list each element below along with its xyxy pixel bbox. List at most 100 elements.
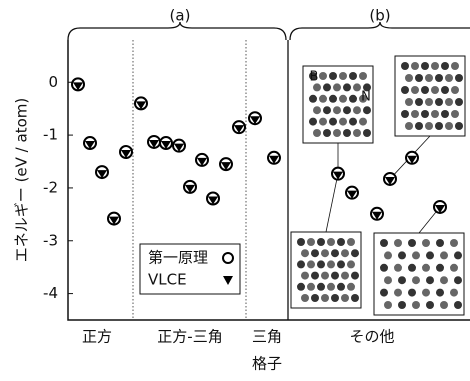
atom xyxy=(333,83,341,91)
atom xyxy=(297,260,305,268)
atom xyxy=(319,118,327,126)
atom xyxy=(297,283,305,291)
atom xyxy=(307,260,315,268)
group-label: 三角 xyxy=(252,328,282,346)
atom xyxy=(441,110,449,118)
atom xyxy=(445,74,453,82)
atom xyxy=(436,289,444,297)
atom xyxy=(435,74,443,82)
atom xyxy=(421,62,429,70)
atom xyxy=(422,239,430,247)
atom xyxy=(333,106,341,114)
atom xyxy=(311,294,319,302)
atom xyxy=(317,260,325,268)
atom xyxy=(425,98,433,106)
atom xyxy=(450,239,458,247)
panel-label: (a) xyxy=(170,7,191,25)
atom xyxy=(301,272,309,280)
connector xyxy=(326,174,338,232)
atom xyxy=(301,249,309,257)
atom xyxy=(415,74,423,82)
atom xyxy=(445,98,453,106)
atom xyxy=(341,249,349,257)
atom xyxy=(347,283,355,291)
atom xyxy=(405,98,413,106)
atom xyxy=(349,95,357,103)
y-tick-label: 0 xyxy=(48,73,58,91)
atom xyxy=(327,283,335,291)
atom xyxy=(451,86,459,94)
atom xyxy=(441,62,449,70)
atom xyxy=(327,260,335,268)
atom xyxy=(454,276,462,284)
legend-label: 第一原理 xyxy=(148,249,208,267)
atom xyxy=(347,260,355,268)
atom xyxy=(401,110,409,118)
atom xyxy=(349,118,357,126)
atom xyxy=(440,251,448,259)
brace xyxy=(290,22,470,40)
atom xyxy=(319,95,327,103)
atom xyxy=(405,122,413,130)
atom xyxy=(301,294,309,302)
atom xyxy=(343,106,351,114)
atom xyxy=(307,283,315,291)
atom xyxy=(412,301,420,309)
structure-insets xyxy=(291,56,465,315)
atom xyxy=(353,83,361,91)
atom xyxy=(384,276,392,284)
atom xyxy=(451,62,459,70)
y-tick-label: -2 xyxy=(43,178,58,196)
atom xyxy=(323,129,331,137)
atom xyxy=(331,294,339,302)
atom xyxy=(323,83,331,91)
atom xyxy=(436,264,444,272)
atom xyxy=(337,283,345,291)
atom xyxy=(450,289,458,297)
y-axis-label: エネルギー (eV / atom) xyxy=(13,98,31,262)
atom xyxy=(337,260,345,268)
atom xyxy=(359,72,367,80)
brace xyxy=(68,22,286,40)
atom xyxy=(321,249,329,257)
atom xyxy=(353,129,361,137)
x-axis-label: 格子 xyxy=(252,355,282,373)
atom xyxy=(329,95,337,103)
atom xyxy=(337,238,345,246)
atom xyxy=(329,72,337,80)
atom xyxy=(359,118,367,126)
atom xyxy=(415,98,423,106)
atom xyxy=(398,301,406,309)
atom xyxy=(321,294,329,302)
panel-label: (b) xyxy=(369,7,390,25)
atom xyxy=(351,272,359,280)
atom xyxy=(421,110,429,118)
atom xyxy=(436,239,444,247)
atom xyxy=(297,238,305,246)
atom xyxy=(323,106,331,114)
atom xyxy=(451,110,459,118)
chart: エネルギー (eV / atom) 格子 (a) (b) 0-1-2-3-4正方… xyxy=(0,0,470,381)
atom xyxy=(327,238,335,246)
y-tick-label: -3 xyxy=(43,231,58,249)
atom xyxy=(309,118,317,126)
atom xyxy=(408,289,416,297)
atom xyxy=(394,264,402,272)
group-label: 正方-三角 xyxy=(157,328,222,346)
atom xyxy=(411,62,419,70)
atom xyxy=(319,72,327,80)
atom xyxy=(454,301,462,309)
atom xyxy=(411,110,419,118)
atom xyxy=(321,272,329,280)
atom xyxy=(380,239,388,247)
atom xyxy=(426,301,434,309)
legend-marker xyxy=(223,253,233,263)
atom xyxy=(380,289,388,297)
atom xyxy=(311,272,319,280)
atom xyxy=(440,301,448,309)
atom xyxy=(339,72,347,80)
atom xyxy=(440,276,448,284)
inset-label: N xyxy=(361,90,371,105)
atom xyxy=(307,238,315,246)
atom xyxy=(317,238,325,246)
